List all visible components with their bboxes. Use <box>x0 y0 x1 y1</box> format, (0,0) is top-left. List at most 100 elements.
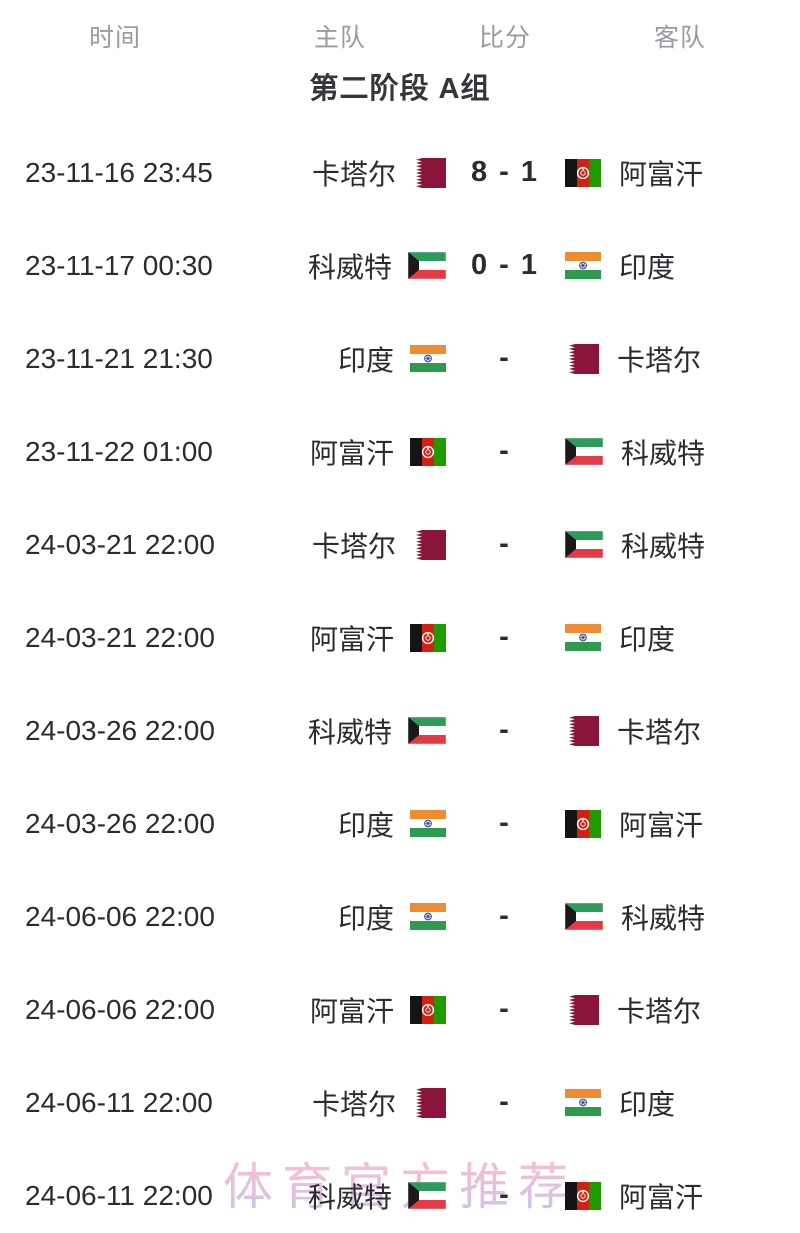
match-score: - <box>499 714 511 746</box>
match-score: - <box>499 435 511 467</box>
home-team-cell: 科威特 <box>230 1176 450 1216</box>
home-team-name: 科威特 <box>307 1181 392 1213</box>
kuwait-flag <box>408 1182 446 1209</box>
away-team-cell: 印度 <box>560 618 800 658</box>
away-team-name: 印度 <box>619 623 676 655</box>
away-team-cell: 阿富汗 <box>560 153 800 193</box>
india-flag <box>565 252 601 279</box>
match-row[interactable]: 23-11-22 01:00 阿富汗 - 科威特 <box>0 405 800 498</box>
qatar-flag <box>412 529 446 560</box>
kuwait-flag <box>565 438 603 465</box>
away-team-cell: 科威特 <box>560 432 800 472</box>
home-team-name: 阿富汗 <box>309 995 394 1027</box>
match-time: 23-11-17 00:30 <box>25 249 213 281</box>
home-team-cell: 印度 <box>230 339 450 379</box>
afghanistan-flag <box>410 437 446 466</box>
kuwait-flag <box>565 903 603 930</box>
column-header-time: 时间 <box>88 24 141 52</box>
match-time: 24-03-21 22:00 <box>25 528 215 560</box>
away-team-cell: 印度 <box>560 1083 800 1123</box>
away-team-name: 科威特 <box>621 902 706 934</box>
home-team-cell: 阿富汗 <box>230 990 450 1030</box>
india-flag <box>410 810 446 837</box>
away-team-cell: 阿富汗 <box>560 804 800 844</box>
match-row[interactable]: 23-11-17 00:30 科威特 0 - 1 印度 <box>0 219 800 312</box>
away-team-name: 印度 <box>619 1088 676 1120</box>
table-header: 时间 主队 比分 客队 <box>0 0 800 64</box>
home-team-name: 卡塔尔 <box>311 530 396 562</box>
away-team-cell: 印度 <box>560 246 800 286</box>
away-team-name: 阿富汗 <box>619 158 704 190</box>
match-row[interactable]: 24-03-21 22:00 卡塔尔 - 科威特 <box>0 498 800 591</box>
kuwait-flag <box>408 717 446 744</box>
away-team-cell: 卡塔尔 <box>560 990 800 1030</box>
home-team-cell: 阿富汗 <box>230 618 450 658</box>
away-team-cell: 科威特 <box>560 525 800 565</box>
home-team-cell: 科威特 <box>230 246 450 286</box>
match-row[interactable]: 24-03-26 22:00 科威特 - 卡塔尔 <box>0 684 800 777</box>
qatar-flag <box>565 994 599 1025</box>
home-team-cell: 阿富汗 <box>230 432 450 472</box>
home-team-name: 印度 <box>337 344 394 376</box>
home-team-cell: 印度 <box>230 804 450 844</box>
match-row[interactable]: 24-06-11 22:00 卡塔尔 - 印度 <box>0 1056 800 1149</box>
qatar-flag <box>565 343 599 374</box>
away-team-name: 阿富汗 <box>619 1181 704 1213</box>
india-flag <box>410 345 446 372</box>
match-score: - <box>499 1179 511 1211</box>
home-team-name: 卡塔尔 <box>311 158 396 190</box>
away-team-cell: 卡塔尔 <box>560 711 800 751</box>
home-team-name: 阿富汗 <box>309 623 394 655</box>
match-row[interactable]: 24-03-26 22:00 印度 - 阿富汗 <box>0 777 800 870</box>
afghanistan-flag <box>410 623 446 652</box>
away-team-name: 卡塔尔 <box>617 716 702 748</box>
india-flag <box>565 1089 601 1116</box>
kuwait-flag <box>565 531 603 558</box>
away-team-name: 卡塔尔 <box>617 344 702 376</box>
match-time: 23-11-16 23:45 <box>25 156 213 188</box>
away-team-cell: 卡塔尔 <box>560 339 800 379</box>
match-row[interactable]: 24-06-11 22:00 科威特 - 阿富汗 <box>0 1149 800 1233</box>
home-team-name: 印度 <box>337 902 394 934</box>
home-team-cell: 卡塔尔 <box>230 1083 450 1123</box>
away-team-name: 科威特 <box>621 437 706 469</box>
match-score: - <box>499 993 511 1025</box>
match-row[interactable]: 24-03-21 22:00 阿富汗 - 印度 <box>0 591 800 684</box>
column-header-away: 客队 <box>653 24 706 52</box>
match-score: 8 - 1 <box>470 156 540 188</box>
match-row[interactable]: 24-06-06 22:00 阿富汗 - 卡塔尔 <box>0 963 800 1056</box>
match-list: 23-11-16 23:45 卡塔尔 8 - 1 阿富汗 23-11-17 00… <box>0 126 800 1233</box>
match-row[interactable]: 23-11-16 23:45 卡塔尔 8 - 1 阿富汗 <box>0 126 800 219</box>
india-flag <box>565 624 601 651</box>
home-team-name: 印度 <box>337 809 394 841</box>
match-time: 24-03-26 22:00 <box>25 807 215 839</box>
qatar-flag <box>565 715 599 746</box>
away-team-name: 阿富汗 <box>619 809 704 841</box>
match-time: 24-06-11 22:00 <box>25 1086 213 1118</box>
match-row[interactable]: 24-06-06 22:00 印度 - 科威特 <box>0 870 800 963</box>
match-score: - <box>499 1086 511 1118</box>
match-time: 24-03-26 22:00 <box>25 714 215 746</box>
match-time: 23-11-22 01:00 <box>25 435 213 467</box>
away-team-cell: 科威特 <box>560 897 800 937</box>
away-team-name: 科威特 <box>621 530 706 562</box>
match-score: - <box>499 621 511 653</box>
match-row[interactable]: 23-11-21 21:30 印度 - 卡塔尔 <box>0 312 800 405</box>
afghanistan-flag <box>565 158 601 187</box>
group-title: 第二阶段 A组 <box>309 73 491 105</box>
home-team-cell: 印度 <box>230 897 450 937</box>
away-team-name: 印度 <box>619 251 676 283</box>
match-time: 24-03-21 22:00 <box>25 621 215 653</box>
kuwait-flag <box>408 252 446 279</box>
afghanistan-flag <box>410 995 446 1024</box>
match-time: 23-11-21 21:30 <box>25 342 213 374</box>
away-team-cell: 阿富汗 <box>560 1176 800 1216</box>
match-time: 24-06-06 22:00 <box>25 900 215 932</box>
match-time: 24-06-06 22:00 <box>25 993 215 1025</box>
match-time: 24-06-11 22:00 <box>25 1179 213 1211</box>
afghanistan-flag <box>565 809 601 838</box>
qatar-flag <box>412 157 446 188</box>
home-team-cell: 科威特 <box>230 711 450 751</box>
india-flag <box>410 903 446 930</box>
match-score: - <box>499 900 511 932</box>
